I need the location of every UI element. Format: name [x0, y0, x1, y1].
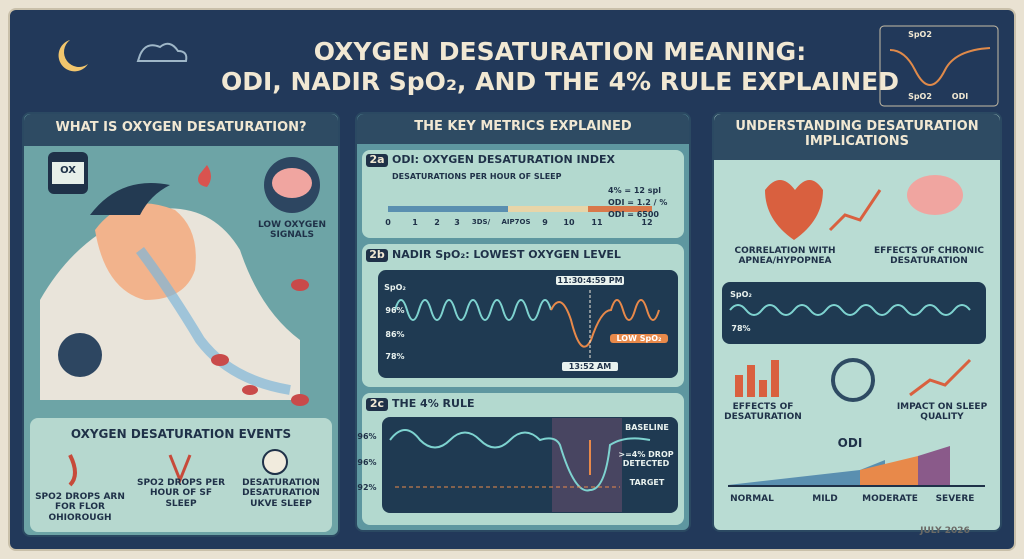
badge: 2c — [366, 397, 388, 411]
effects-label: EFFECTS OF DESATURATION — [724, 402, 802, 423]
panel-header — [24, 114, 338, 146]
clock-icon — [262, 449, 288, 475]
panel-header — [714, 114, 1000, 160]
spo2-line — [394, 299, 552, 321]
odi-box — [362, 150, 684, 238]
section-title: ODI: OXYGEN DESATURATION INDEX — [392, 153, 615, 166]
device-label: OX — [60, 165, 76, 176]
impact-icon — [909, 358, 972, 397]
scale-tick: AIP7OS — [501, 218, 531, 226]
section-title: NADIR SpO₂: LOWEST OXYGEN LEVEL — [392, 248, 621, 261]
odi-level: NORMAL — [730, 494, 774, 504]
chronic-label: EFFECTS OF CHRONIC DESATURATION — [873, 246, 985, 267]
bar-icon — [735, 360, 779, 397]
hair — [90, 183, 170, 215]
title: ODI, NADIR SpO₂, AND THE 4% RULE EXPLAIN… — [221, 67, 899, 96]
nadir-line — [550, 299, 660, 348]
drop-label: >=4% DROP DETECTED — [618, 450, 674, 469]
time-label: 13:52 AM — [562, 362, 618, 372]
red-cells — [211, 279, 309, 406]
correlation-label: CORRELATION WITH APNEA/HYPOPNEA — [734, 246, 836, 267]
panel-title: WHAT IS OXYGEN DESATURATION? — [55, 120, 307, 135]
scale-tick: 0 — [385, 218, 391, 227]
y-label: 86% — [385, 330, 405, 339]
events-title: OXYGEN DESATURATION EVENTS — [70, 427, 292, 441]
nadir-chart — [378, 270, 678, 378]
title: OXYGEN DESATURATION MEANING: — [313, 37, 807, 66]
mini-label: SpO2 — [908, 92, 932, 101]
rule-line — [389, 429, 651, 492]
odi-level: SEVERE — [935, 494, 975, 504]
event-item: SPO2 DROPS PER HOUR OF SF SLEEP — [136, 478, 226, 509]
scale-tick: 9 — [542, 218, 548, 227]
scale-tick: 11 — [591, 218, 603, 227]
y-label: 96% — [385, 306, 405, 315]
brain-label: LOW OXYGEN SIGNALS — [258, 220, 326, 241]
y-label: 96% — [357, 432, 377, 441]
panel-header — [357, 114, 689, 144]
oximeter-screen — [52, 162, 84, 184]
hand-device — [58, 333, 102, 377]
odi-note: ODI = 6500 — [608, 210, 659, 219]
section-title: THE 4% RULE — [392, 397, 475, 410]
panel-title: UNDERSTANDING DESATURATION IMPLICATIONS — [735, 119, 979, 149]
y-label: 78% — [385, 352, 405, 361]
odi-note: ODI = 1.2 / % — [608, 198, 668, 207]
trend-icon — [828, 189, 882, 232]
time-label: 11:30:4:59 PM — [556, 276, 624, 286]
scale-tick: 12 — [641, 218, 653, 227]
mini-label: SpO2 — [908, 30, 932, 39]
blood-drop — [198, 165, 211, 187]
scale-tick: 10 — [563, 218, 575, 227]
odi-level: MILD — [812, 494, 838, 504]
mini-chart-frame — [879, 25, 999, 107]
footer-date: JULY 2026 — [920, 526, 970, 536]
scale-mid — [508, 206, 588, 212]
scale-tick: 2 — [434, 218, 440, 227]
odi-severe — [918, 446, 950, 485]
mini-label: ODI — [951, 92, 969, 101]
airway — [135, 247, 291, 395]
low-label: LOW SpO₂ — [610, 334, 668, 344]
cloud — [136, 42, 188, 62]
cycle-icon — [831, 358, 875, 402]
panel-title: THE KEY METRICS EXPLAINED — [414, 119, 632, 134]
mini-curve — [889, 47, 991, 86]
odi-level: MODERATE — [862, 494, 918, 504]
event-item: DESATURATION DESATURATION UKVE SLEEP — [242, 478, 320, 509]
odi-moderate — [860, 456, 918, 485]
chart-label: 78% — [731, 324, 751, 333]
odi-note: 4% = 12 spl — [608, 186, 662, 195]
impact-label: IMPACT ON SLEEP QUALITY — [896, 402, 988, 423]
odi-normal — [728, 460, 885, 485]
drop-zone — [552, 418, 622, 512]
event-item: SPO2 DROPS ARN FOR FLOR OHIOROUGH — [35, 492, 125, 523]
scale-tick: 3 — [454, 218, 460, 227]
spo2-line — [729, 304, 971, 316]
scale-tick: 1 — [412, 218, 418, 227]
scale-high — [588, 206, 652, 212]
baseline-label: BASELINE — [625, 423, 669, 432]
y-label: 92% — [357, 483, 377, 492]
odi-title: ODI — [837, 436, 863, 450]
scale-tick: 3DS/ — [471, 218, 491, 226]
icon — [168, 454, 192, 485]
heart — [765, 180, 823, 240]
y-label: 96% — [357, 458, 377, 467]
chart-label: SpO₂ — [730, 290, 752, 299]
badge: 2a — [366, 153, 388, 167]
section-subtitle: DESATURATIONS PER HOUR OF SLEEP — [392, 172, 562, 181]
moon — [58, 40, 88, 72]
target-label: TARGET — [629, 478, 665, 487]
icon — [68, 454, 77, 487]
scale-normal — [388, 206, 508, 212]
y-label: SpO₂ — [384, 283, 406, 292]
brain — [272, 168, 312, 198]
badge: 2b — [366, 248, 388, 262]
brain — [907, 175, 963, 215]
